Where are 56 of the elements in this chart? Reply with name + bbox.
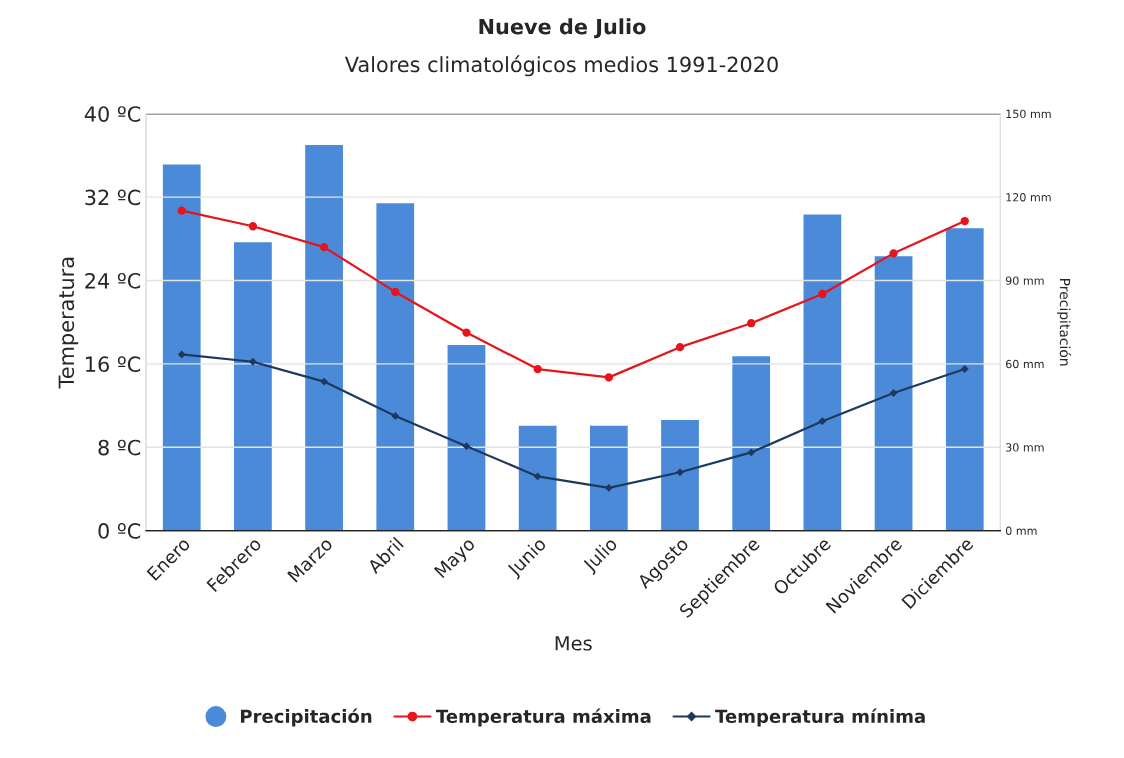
y-tick-label: 24 ºC	[85, 272, 141, 289]
y2-tick-label: 90 mm	[1005, 276, 1044, 285]
bar	[375, 201, 416, 531]
bar	[944, 226, 986, 531]
point	[747, 448, 756, 457]
point	[462, 442, 471, 451]
bar	[517, 424, 558, 531]
y-tick-label: 40 ºC	[84, 106, 141, 122]
y-tick-label: 0 ºC	[98, 523, 141, 539]
bar	[873, 254, 914, 531]
point	[391, 287, 400, 297]
point	[675, 343, 685, 352]
point	[248, 222, 258, 231]
y-tick-label: 32 ºC	[85, 189, 141, 206]
point	[177, 206, 186, 215]
chart-title: Nueve de Julio	[479, 18, 646, 39]
point	[960, 365, 969, 373]
point	[818, 417, 827, 426]
y2-tick-label: 120 mm	[1006, 193, 1051, 202]
legend-label: Temperatura mínima	[715, 708, 925, 727]
y-tick-label: 8 ºC	[98, 439, 141, 456]
point	[533, 364, 542, 374]
point	[462, 328, 471, 337]
bar	[303, 143, 345, 531]
bar	[446, 343, 487, 531]
point	[747, 319, 756, 328]
point	[889, 249, 898, 258]
bar	[730, 354, 772, 531]
point	[960, 216, 969, 226]
point	[319, 242, 329, 252]
point	[676, 468, 684, 477]
point	[533, 472, 542, 481]
point	[248, 357, 257, 366]
point	[177, 350, 186, 359]
x-axis-title: Mes	[555, 636, 592, 651]
chart-subtitle: Valores climatológicos medios 1991-2020	[344, 55, 778, 77]
point	[818, 289, 827, 299]
point	[604, 373, 613, 382]
bar	[232, 240, 274, 531]
point	[391, 412, 400, 420]
y2-tick-label: 0 mm	[1005, 526, 1037, 535]
point	[604, 483, 613, 492]
legend-label: Precipitación	[241, 708, 372, 727]
y2-tick-label: 60 mm	[1006, 359, 1044, 369]
y2-tick-label: 150 mm	[1006, 109, 1051, 119]
bar	[588, 424, 630, 531]
y2-axis-title: Precipitación	[1057, 279, 1072, 366]
legend-label: Temperatura máxima	[435, 708, 651, 727]
point	[320, 377, 329, 386]
y-tick-label: 16 ºC	[86, 356, 141, 373]
bar	[161, 163, 202, 531]
y-axis-title: Temperatura	[58, 257, 79, 389]
y2-tick-label: 30 mm	[1006, 443, 1044, 452]
bar	[659, 418, 701, 531]
bar	[802, 213, 843, 531]
point	[889, 389, 898, 397]
